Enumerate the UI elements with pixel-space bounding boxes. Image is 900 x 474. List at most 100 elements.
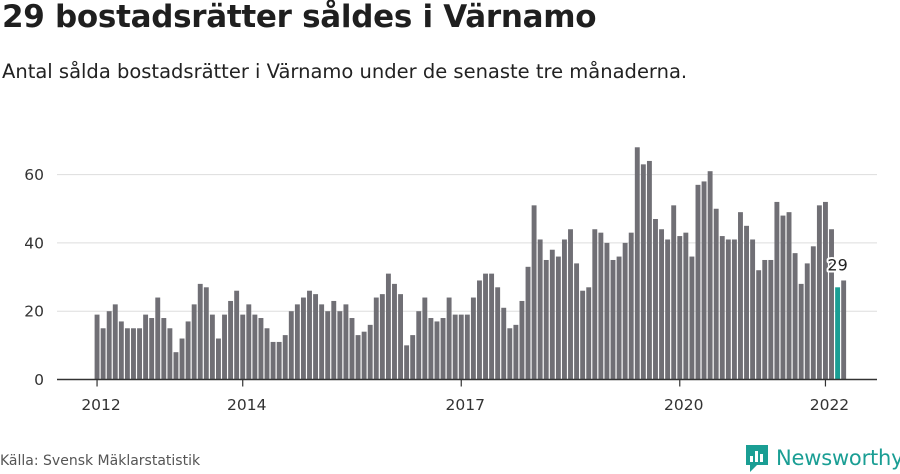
bar [525,266,531,380]
bar [689,256,695,380]
bar [234,290,240,380]
bar [434,321,440,380]
bar [756,270,762,380]
bar [149,318,155,380]
bar [713,208,719,380]
source-note: Källa: Svensk Mäklarstatistik [0,453,201,469]
bar [823,201,828,380]
bar [816,205,822,380]
bar [598,232,604,380]
bar [744,225,749,380]
bar [725,239,731,380]
bar [622,242,628,380]
bar [228,300,234,380]
brand-name: Newsworthy [776,446,900,470]
bar [428,318,434,380]
bar [246,304,252,380]
bar [410,335,416,380]
bar [252,314,258,380]
bar [112,304,118,380]
bar [137,328,142,380]
bar [738,212,743,380]
bar [173,352,179,380]
bar [841,280,847,380]
bar [580,290,586,380]
bar [543,259,549,380]
bar [464,314,470,380]
bar [288,311,294,380]
newsworthy-logo-icon [746,445,768,472]
bar [780,215,786,380]
bar [282,335,288,380]
bar [671,205,677,380]
bar [786,212,792,380]
y-tick-label: 0 [34,371,44,389]
bar [634,147,640,380]
bar [798,283,804,380]
bar [774,201,780,380]
bar [240,314,246,380]
bar [792,253,798,380]
bar [416,311,422,380]
bar [659,229,665,380]
bar [531,205,537,380]
bar [495,287,501,380]
bar [331,300,337,380]
bar [161,318,167,380]
bar [610,259,616,380]
bar [349,318,355,380]
y-tick-label: 40 [24,234,44,252]
bar [804,263,810,380]
bar [513,324,519,380]
bar [750,239,756,380]
bar [646,160,652,380]
bar-highlight [835,287,841,380]
bar [446,297,452,380]
bar [555,256,561,380]
bar [695,184,701,380]
bar [270,341,276,380]
x-tick-label: 2020 [664,396,703,414]
bar [222,314,227,380]
bar [124,328,130,380]
bar [167,328,173,380]
bar [106,311,112,380]
bar [404,345,410,380]
bar [373,297,379,380]
bar [131,328,136,380]
bar [683,232,689,380]
bar [361,331,367,380]
bar [440,318,446,380]
bar [592,229,598,380]
bar [707,171,713,380]
bar [470,297,476,380]
bar [209,314,215,380]
bar [665,239,671,380]
x-tick-label: 2022 [810,396,849,414]
bar [604,242,610,380]
bar [640,164,646,380]
bar [701,181,707,380]
annotation-label: 29 [827,255,847,274]
bar [264,328,270,380]
bar [307,290,312,380]
bar [179,338,185,380]
y-tick-label: 60 [24,166,44,184]
bar [628,232,634,380]
bar [719,236,725,380]
bar [501,307,507,380]
bar [355,335,361,380]
bar [653,219,658,380]
bar [483,273,488,380]
chart-subtitle: Antal sålda bostadsrätter i Värnamo unde… [2,60,688,83]
bar [398,294,403,380]
bar [143,314,149,380]
bar [574,263,580,380]
bar [203,287,209,380]
bar [343,304,349,380]
bar [616,256,622,380]
bar [507,328,513,380]
bar [94,314,100,380]
brand-logo[interactable]: Newsworthy [744,443,900,473]
bar [118,321,124,380]
